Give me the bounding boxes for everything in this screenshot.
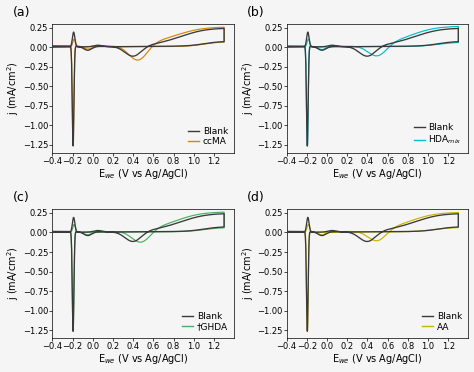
Text: (c): (c) — [12, 191, 29, 204]
Legend: Blank, HDA$_{mix}$: Blank, HDA$_{mix}$ — [412, 122, 464, 148]
Text: (d): (d) — [246, 191, 264, 204]
Legend: Blank, ccMA: Blank, ccMA — [186, 125, 230, 148]
Legend: Blank, †GHDA: Blank, †GHDA — [181, 310, 230, 333]
Text: (a): (a) — [12, 6, 30, 19]
Text: (b): (b) — [246, 6, 264, 19]
Y-axis label: j (mA/cm$^{2}$): j (mA/cm$^{2}$) — [240, 61, 255, 115]
X-axis label: E$_{we}$ (V vs Ag/AgCl): E$_{we}$ (V vs Ag/AgCl) — [332, 352, 423, 366]
Y-axis label: j (mA/cm$^{2}$): j (mA/cm$^{2}$) — [240, 247, 255, 300]
Y-axis label: j (mA/cm$^{2}$): j (mA/cm$^{2}$) — [6, 61, 21, 115]
Y-axis label: j (mA/cm$^{2}$): j (mA/cm$^{2}$) — [6, 247, 21, 300]
X-axis label: E$_{we}$ (V vs Ag/AgCl): E$_{we}$ (V vs Ag/AgCl) — [332, 167, 423, 181]
X-axis label: E$_{we}$ (V vs Ag/AgCl): E$_{we}$ (V vs Ag/AgCl) — [98, 352, 189, 366]
Legend: Blank, AA: Blank, AA — [420, 310, 464, 333]
X-axis label: E$_{we}$ (V vs Ag/AgCl): E$_{we}$ (V vs Ag/AgCl) — [98, 167, 189, 181]
